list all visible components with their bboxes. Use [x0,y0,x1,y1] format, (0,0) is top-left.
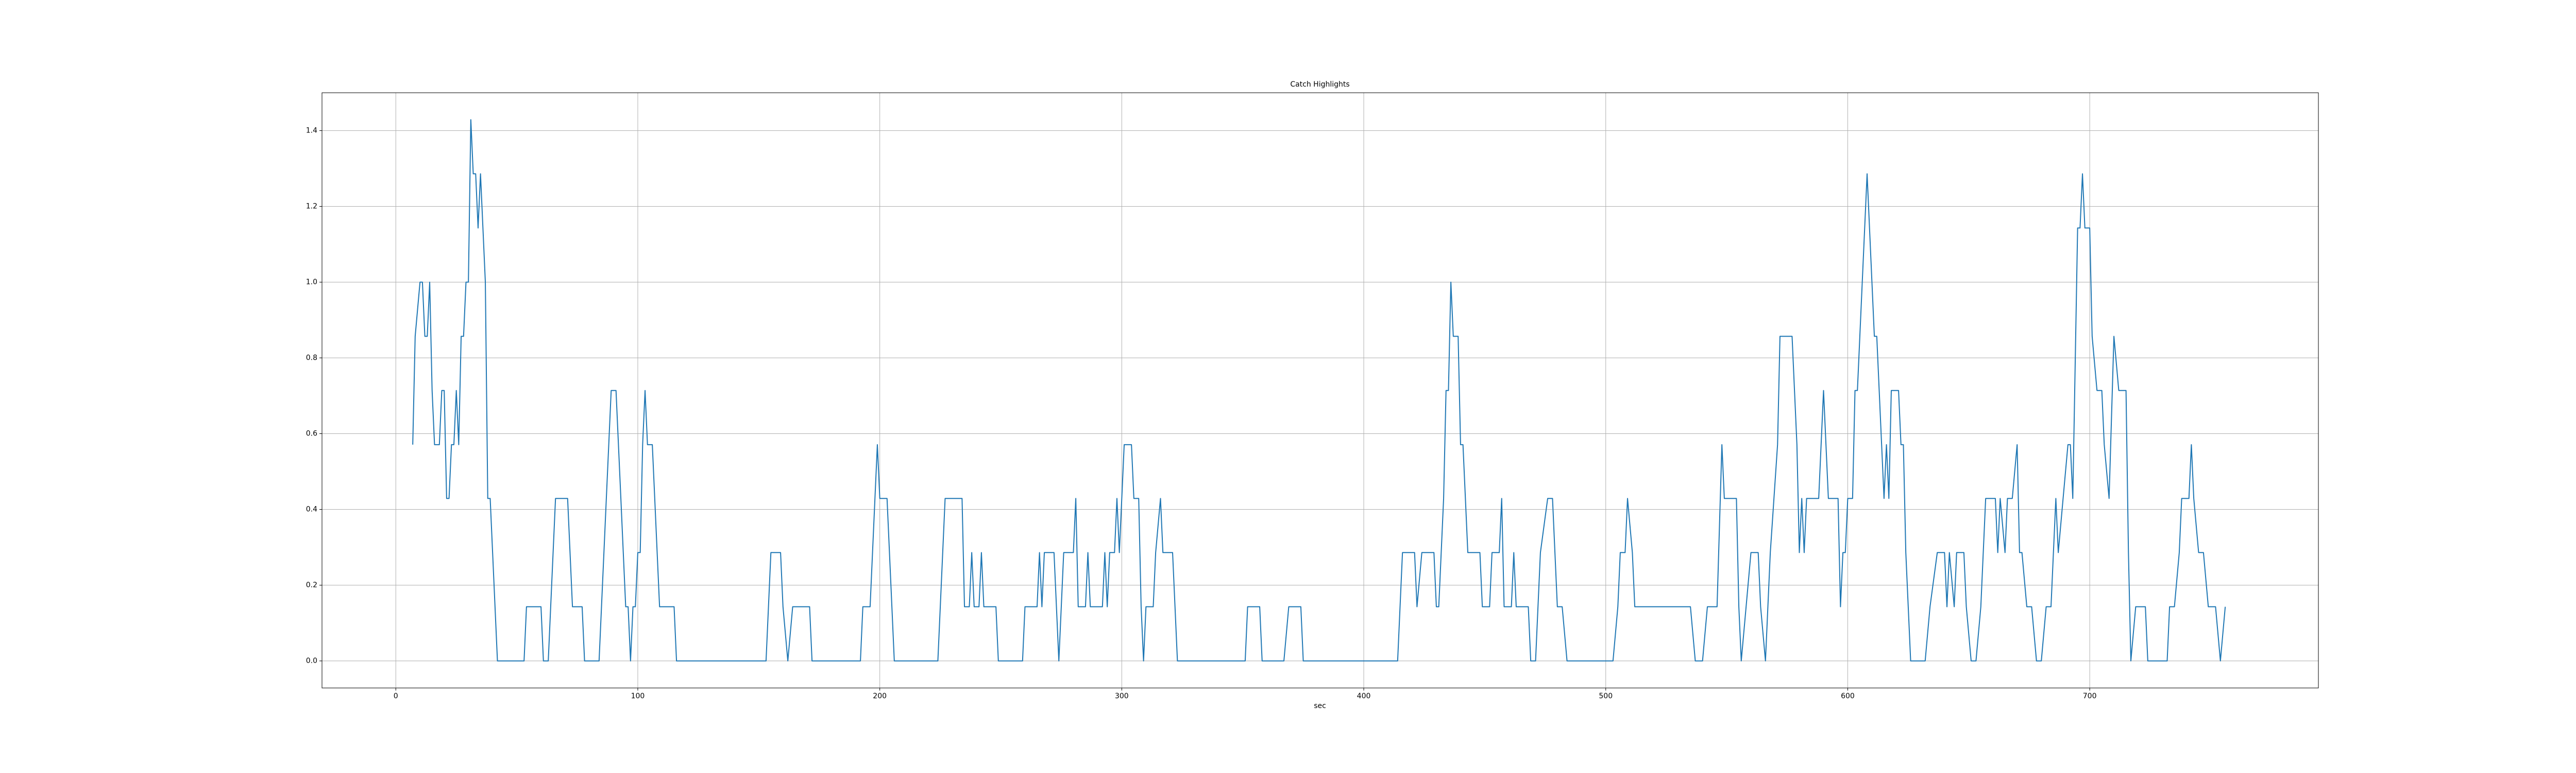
x-tick-label: 600 [1841,692,1855,700]
x-axis-label: sec [1314,702,1326,710]
x-tick-label: 500 [1599,692,1613,700]
y-tick-label: 1.4 [306,127,317,135]
x-tick-label: 200 [873,692,887,700]
data-line [412,119,2226,662]
chart-title: Catch Highlights [1290,80,1349,89]
y-tick-label: 0.2 [306,581,317,590]
y-tick-label: 1.0 [306,278,317,287]
y-tick-label: 0.0 [306,657,317,665]
x-tick-label: 300 [1115,692,1129,700]
x-tick-label: 0 [394,692,398,700]
axes-frame [321,92,2319,688]
x-tick-label: 100 [631,692,645,700]
y-tick-label: 0.4 [306,506,317,514]
x-tick-label: 700 [2083,692,2097,700]
y-tick-label: 0.8 [306,354,317,362]
x-tick-label: 400 [1357,692,1371,700]
y-tick-label: 0.6 [306,430,317,438]
y-tick-label: 1.2 [306,203,317,211]
